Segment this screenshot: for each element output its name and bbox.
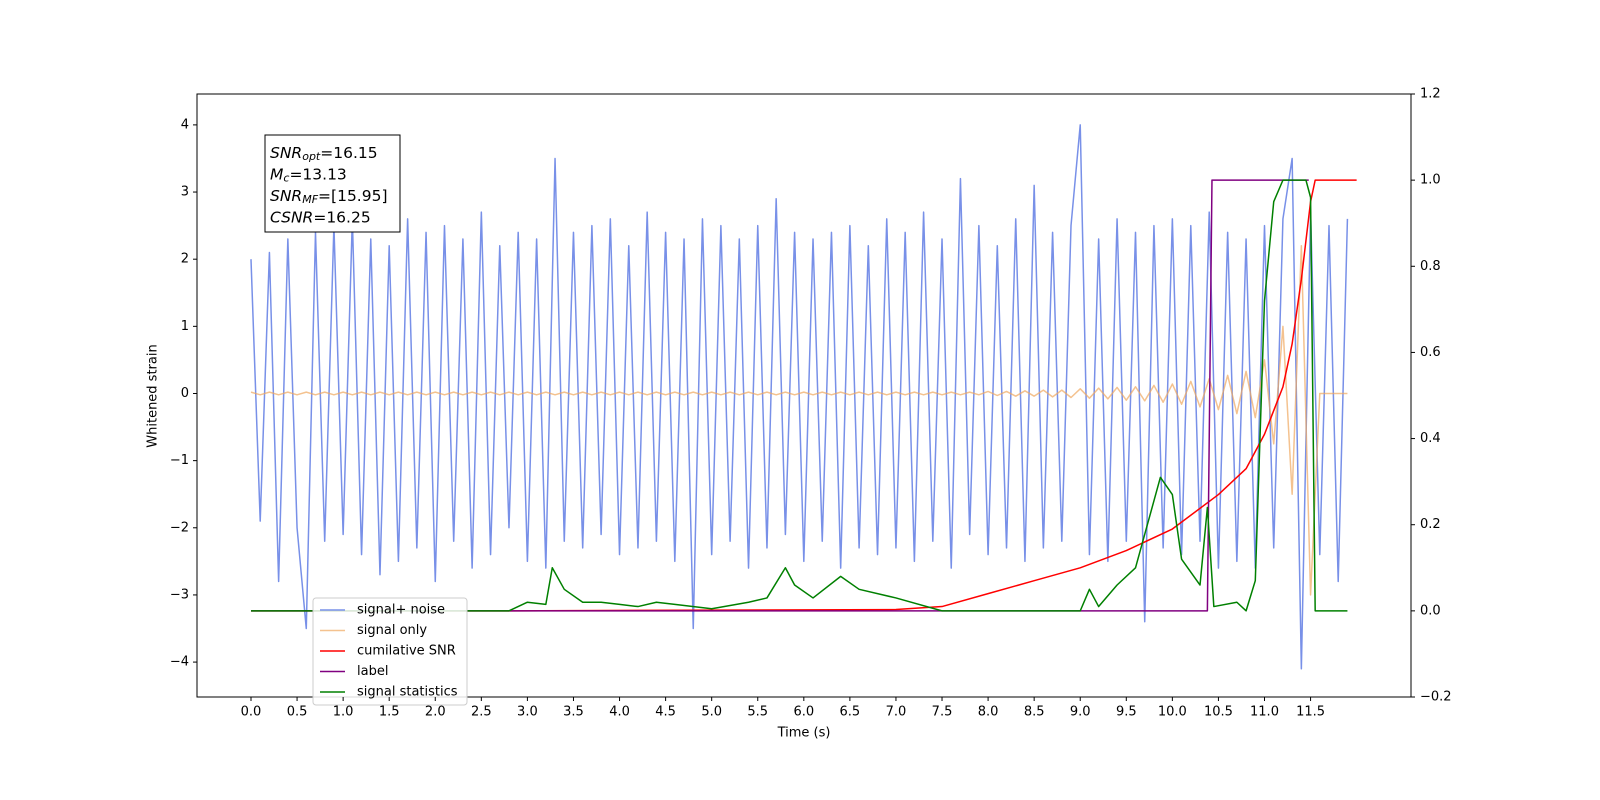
annotation-line: SNRMF=[15.95]	[270, 187, 388, 207]
y2-tick-label: 0.4	[1420, 431, 1441, 446]
y-tick-label: −3	[170, 587, 189, 602]
series-line	[250, 245, 1348, 596]
x-tick-label: 6.5	[840, 705, 861, 720]
x-tick-label: 2.5	[471, 705, 492, 720]
series-line	[250, 124, 1349, 670]
annotation-box: SNRopt=16.15Mc=13.13SNRMF=[15.95]CSNR=16…	[264, 134, 401, 233]
annotation-value: =16.15	[320, 144, 377, 162]
x-tick-label: 1.5	[379, 705, 400, 720]
x-axis-label: Time (s)	[777, 726, 831, 741]
x-tick-label: 8.5	[1024, 705, 1045, 720]
legend-label: cumilative SNR	[357, 644, 456, 659]
x-tick-label: 10.0	[1158, 705, 1187, 720]
legend: signal+ noise signal only cumilative SNR la…	[312, 597, 468, 706]
annotation-frame	[264, 134, 401, 233]
annotation-value: =[15.95]	[318, 187, 387, 205]
legend-frame	[312, 597, 468, 706]
y2-tick-label: −0.2	[1420, 690, 1452, 705]
annotation-line: CSNR=16.25	[270, 208, 371, 226]
x-tick-label: 11.5	[1296, 705, 1325, 720]
x-tick-label: 11.0	[1250, 705, 1279, 720]
annotation-var: SNR	[270, 187, 302, 205]
legend-label: signal+ noise	[357, 603, 445, 618]
series-line	[250, 179, 1348, 612]
x-tick-label: 4.0	[609, 705, 630, 720]
x-tick-label: 0.5	[287, 705, 308, 720]
x-tick-label: 10.5	[1204, 705, 1233, 720]
x-tick-label: 9.5	[1116, 705, 1137, 720]
annotation-line: Mc=13.13	[270, 165, 347, 185]
x-tick-label: 3.0	[517, 705, 538, 720]
annotation-var: CSNR	[270, 208, 313, 226]
y2-tick-label: 1.2	[1420, 87, 1441, 102]
x-tick-label: 7.0	[886, 705, 907, 720]
x-tick-label: 9.0	[1070, 705, 1091, 720]
y2-tick-label: 0.2	[1420, 517, 1441, 532]
annotation-sub: MF	[302, 193, 318, 206]
annotation-var: M	[270, 165, 283, 183]
y2-tick-label: 0.0	[1420, 603, 1441, 618]
x-tick-label: 6.0	[793, 705, 814, 720]
x-tick-label: 0.0	[241, 705, 262, 720]
annotation-value: =13.13	[289, 165, 346, 183]
legend-label: label	[357, 664, 388, 679]
legend-label: signal statistics	[357, 685, 458, 700]
annotation-value: =16.25	[313, 208, 370, 226]
series-line	[250, 179, 1309, 612]
x-tick-label: 5.5	[747, 705, 768, 720]
annotation-var: SNR	[270, 144, 302, 162]
plot-area	[250, 124, 1357, 670]
x-tick-label: 2.0	[425, 705, 446, 720]
y-tick-label: 0	[181, 386, 189, 401]
y2-tick-label: 0.6	[1420, 345, 1441, 360]
x-tick-label: 5.0	[701, 705, 722, 720]
legend-label: signal only	[357, 623, 427, 638]
x-tick-label: 4.5	[655, 705, 676, 720]
y-tick-label: 2	[181, 252, 189, 267]
x-tick-label: 3.5	[563, 705, 584, 720]
series-line	[250, 179, 1357, 612]
y-tick-label: 3	[181, 185, 189, 200]
annotation-sub: c	[283, 172, 289, 185]
y-tick-label: −1	[170, 453, 189, 468]
annotation-line: SNRopt=16.15	[270, 144, 378, 164]
y-tick-label: −4	[170, 655, 189, 670]
x-tick-label: 8.0	[978, 705, 999, 720]
annotation-sub: opt	[302, 150, 321, 163]
y-tick-label: 1	[181, 319, 189, 334]
y-axis-label: Whitened strain	[146, 344, 161, 447]
y-tick-label: −2	[170, 520, 189, 535]
y2-tick-label: 1.0	[1420, 173, 1441, 188]
y-tick-label: 4	[181, 117, 189, 132]
y2-tick-label: 0.8	[1420, 259, 1441, 274]
x-tick-label: 7.5	[932, 705, 953, 720]
x-tick-label: 1.0	[333, 705, 354, 720]
